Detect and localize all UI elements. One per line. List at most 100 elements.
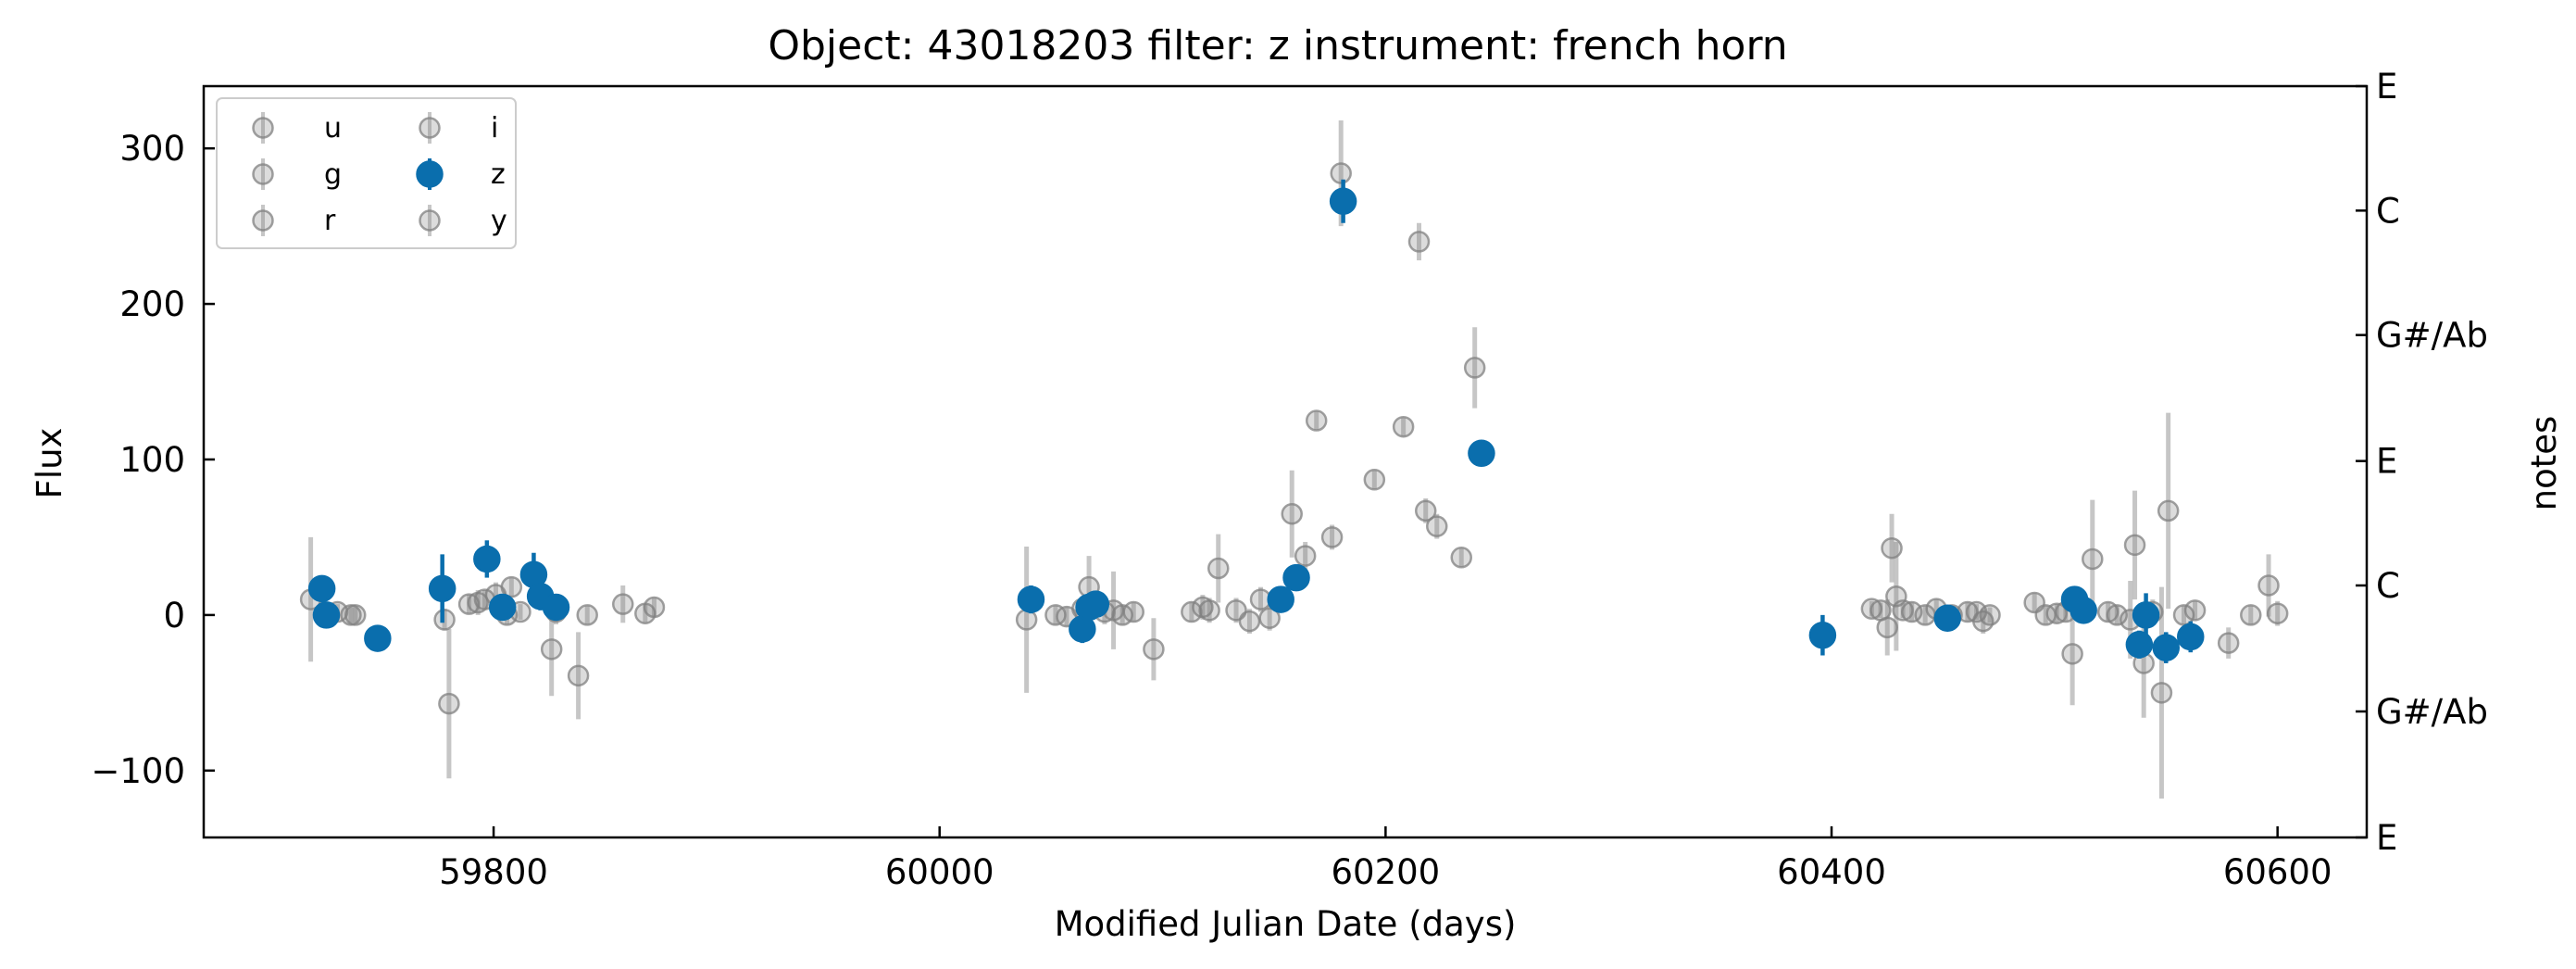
other-point-marker <box>1305 409 1328 432</box>
other-point <box>1198 598 1220 623</box>
z-point <box>2070 597 2097 624</box>
y-tick-label: 300 <box>119 129 185 169</box>
other-point <box>500 575 523 598</box>
legend-marker <box>419 117 441 139</box>
other-point-marker <box>1238 610 1261 633</box>
z-point <box>364 624 392 652</box>
other-point-marker <box>1281 502 1303 525</box>
other-point <box>2082 499 2104 619</box>
z-point-marker <box>1933 604 1961 632</box>
legend-label: i <box>491 112 498 145</box>
other-point-marker <box>1463 357 1486 379</box>
z-point <box>1017 585 1045 614</box>
legend-label: r <box>324 205 336 237</box>
y-tick-label: 200 <box>119 284 185 324</box>
z-point-marker <box>312 601 341 629</box>
z-point-marker <box>1017 585 1045 613</box>
legend-marker <box>252 163 274 185</box>
other-point-marker <box>2082 547 2104 571</box>
other-point-marker <box>1122 600 1144 623</box>
other-point-marker <box>540 638 563 661</box>
z-point <box>488 593 517 622</box>
other-point-marker <box>643 596 666 619</box>
legend-marker <box>252 117 274 139</box>
z-point <box>2132 593 2160 637</box>
legend-marker <box>419 209 441 232</box>
legend-entry-i: i <box>419 112 498 145</box>
other-point <box>612 585 634 623</box>
other-point-marker <box>1143 638 1165 661</box>
other-point <box>2266 600 2289 626</box>
note-tick-label: C <box>2376 566 2400 606</box>
z-point <box>1267 585 1294 613</box>
other-point-marker <box>1881 536 1903 560</box>
y-tick-label: −100 <box>91 751 185 791</box>
other-point-marker <box>2266 602 2289 624</box>
other-point <box>1363 469 1386 491</box>
z-point <box>1329 179 1357 223</box>
chart-title: Object: 43018203 filter: z instrument: f… <box>768 22 1787 69</box>
other-point <box>2257 554 2280 617</box>
z-point-marker <box>2125 631 2154 659</box>
other-point <box>1407 222 1431 261</box>
z-point <box>2176 621 2205 653</box>
legend-frame <box>216 97 517 249</box>
z-point-marker <box>1468 439 1495 468</box>
plot-frame <box>202 84 2369 839</box>
other-point-marker <box>1258 607 1281 629</box>
other-point-marker <box>2157 499 2180 522</box>
other-point <box>1876 599 1898 656</box>
z-point-marker <box>1267 585 1294 613</box>
other-point <box>2157 412 2180 610</box>
other-point <box>1414 497 1437 523</box>
other-point-marker <box>1320 526 1344 548</box>
other-point <box>1426 513 1448 539</box>
other-point-marker <box>2183 599 2207 622</box>
axes: 59800 60000 60200 60400 60600 −100 0 100 200 300 E… <box>91 67 2488 892</box>
z-point <box>2125 630 2154 659</box>
z-point-marker <box>488 593 517 622</box>
other-point-marker <box>2257 574 2280 597</box>
legend-label: g <box>324 158 342 191</box>
other-point-marker <box>1207 557 1230 580</box>
z-point-marker <box>2152 634 2181 661</box>
other-point <box>1258 605 1281 631</box>
other-point-marker <box>1330 162 1352 184</box>
other-point <box>2061 602 2083 706</box>
z-point-marker <box>1808 621 1837 649</box>
x-tick-label: 59800 <box>439 852 548 892</box>
other-point <box>567 632 590 720</box>
z-point <box>1808 614 1837 656</box>
z-point-marker <box>428 574 456 603</box>
legend-entry-u: u <box>252 112 342 145</box>
other-point <box>1015 547 1038 693</box>
other-point-marker <box>1363 469 1386 491</box>
other-point-marker <box>2150 682 2173 704</box>
other-point-marker <box>1414 499 1437 522</box>
legend-entry-g: g <box>252 158 342 191</box>
z-point <box>428 554 456 623</box>
right-axis-label: notes <box>2524 416 2564 511</box>
other-point-marker <box>1392 415 1415 438</box>
other-point <box>2150 586 2173 799</box>
y-axis-label: Flux <box>30 428 69 499</box>
z-point-marker <box>2132 601 2160 629</box>
z-point-marker <box>542 593 570 622</box>
other-filter-points <box>299 120 2289 799</box>
other-point-marker <box>1426 515 1448 537</box>
other-point <box>1320 524 1344 550</box>
note-tick-label: G#/Ab <box>2376 316 2488 356</box>
other-point-marker <box>500 575 523 598</box>
note-tick-label: E <box>2376 818 2397 858</box>
other-point <box>1463 327 1486 409</box>
other-point <box>1122 600 1144 623</box>
other-point-marker <box>1450 547 1473 569</box>
other-point-marker <box>2061 643 2083 665</box>
other-point-marker <box>1294 545 1317 567</box>
other-point <box>344 604 367 626</box>
y-tick-label: 100 <box>119 440 185 480</box>
other-point-marker <box>2217 632 2240 654</box>
other-point <box>1305 409 1328 432</box>
y-tick-label: 0 <box>163 596 185 636</box>
